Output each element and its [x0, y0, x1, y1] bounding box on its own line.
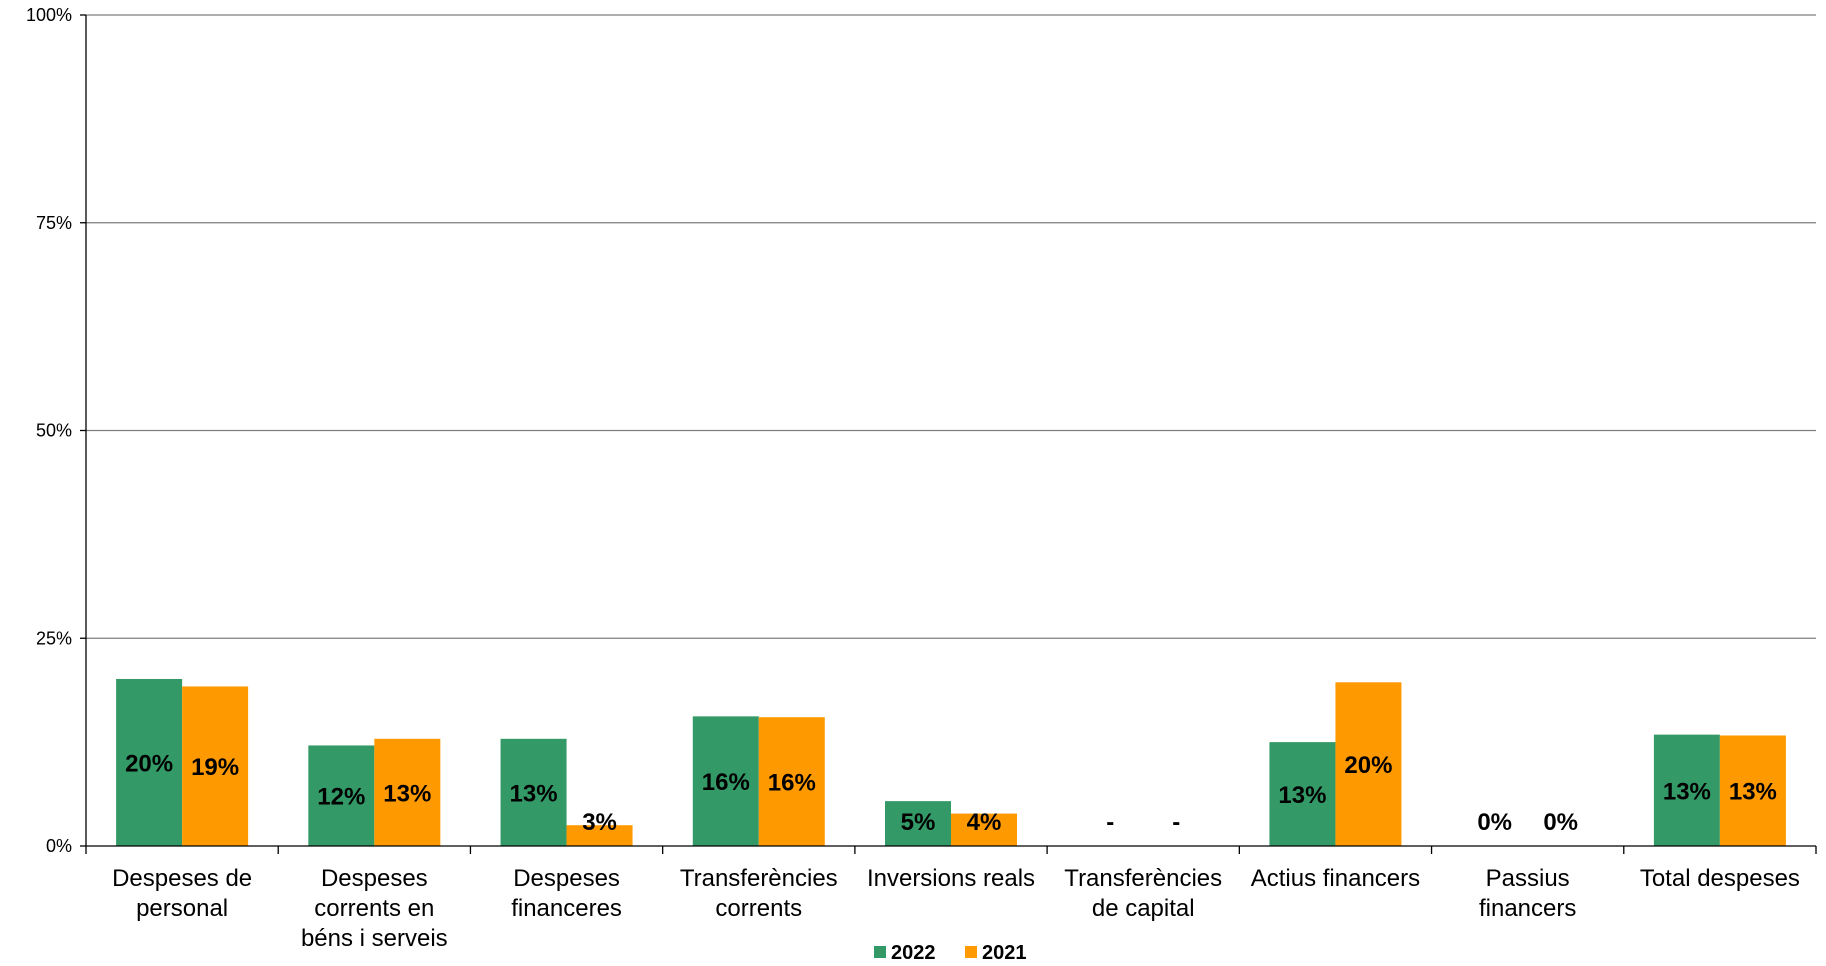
- data-label-2021: 4%: [967, 809, 1002, 836]
- data-label-2022: 5%: [901, 809, 936, 836]
- data-label-2022: 13%: [510, 780, 558, 807]
- data-label-2022: 0%: [1477, 809, 1512, 836]
- category-label: Total despeses: [1640, 865, 1800, 892]
- data-label-2022: 13%: [1278, 782, 1326, 809]
- data-label-2021: 3%: [582, 809, 617, 836]
- data-label-2022: 12%: [317, 784, 365, 811]
- category-label: Despeses de personal: [112, 865, 252, 922]
- data-label-2022: 16%: [702, 769, 750, 796]
- gridlines: [86, 15, 1816, 638]
- legend-label-2021: 2021: [982, 942, 1027, 964]
- data-label-2021: 13%: [1729, 779, 1777, 806]
- legend-swatch-2022: [874, 946, 886, 958]
- category-label: Actius financers: [1251, 865, 1420, 892]
- bars: [116, 679, 1786, 846]
- category-label: Despeses corrents en béns i serveis: [301, 865, 448, 952]
- data-label-2022: -: [1106, 809, 1114, 836]
- data-label-2021: 19%: [191, 754, 239, 781]
- data-label-2021: 13%: [383, 780, 431, 807]
- axes: [86, 15, 1816, 854]
- data-label-2022: 20%: [125, 750, 173, 777]
- data-label-2021: 0%: [1543, 809, 1578, 836]
- category-label: Despeses financeres: [511, 865, 622, 922]
- category-label: Transferències corrents: [680, 865, 838, 922]
- category-label: Transferències de capital: [1064, 865, 1222, 922]
- data-label-2021: -: [1172, 809, 1180, 836]
- y-tick-label: 0%: [46, 836, 72, 856]
- y-axis-ticks: 0% 25% 50% 75% 100%: [26, 5, 86, 856]
- category-label: Passius financers: [1479, 865, 1576, 922]
- y-tick-label: 75%: [36, 213, 72, 233]
- y-tick-label: 25%: [36, 628, 72, 648]
- legend-swatch-2021: [965, 946, 977, 958]
- y-tick-label: 100%: [26, 5, 72, 25]
- legend: 2022 2021: [874, 942, 1027, 964]
- category-labels: Despeses de personal Despeses corrents en bé…: [112, 865, 1800, 952]
- category-label: Inversions reals: [867, 865, 1035, 892]
- y-tick-label: 50%: [36, 421, 72, 441]
- legend-label-2022: 2022: [891, 942, 936, 964]
- data-label-2021: 20%: [1344, 752, 1392, 779]
- data-label-2022: 13%: [1663, 778, 1711, 805]
- data-label-2021: 16%: [768, 770, 816, 797]
